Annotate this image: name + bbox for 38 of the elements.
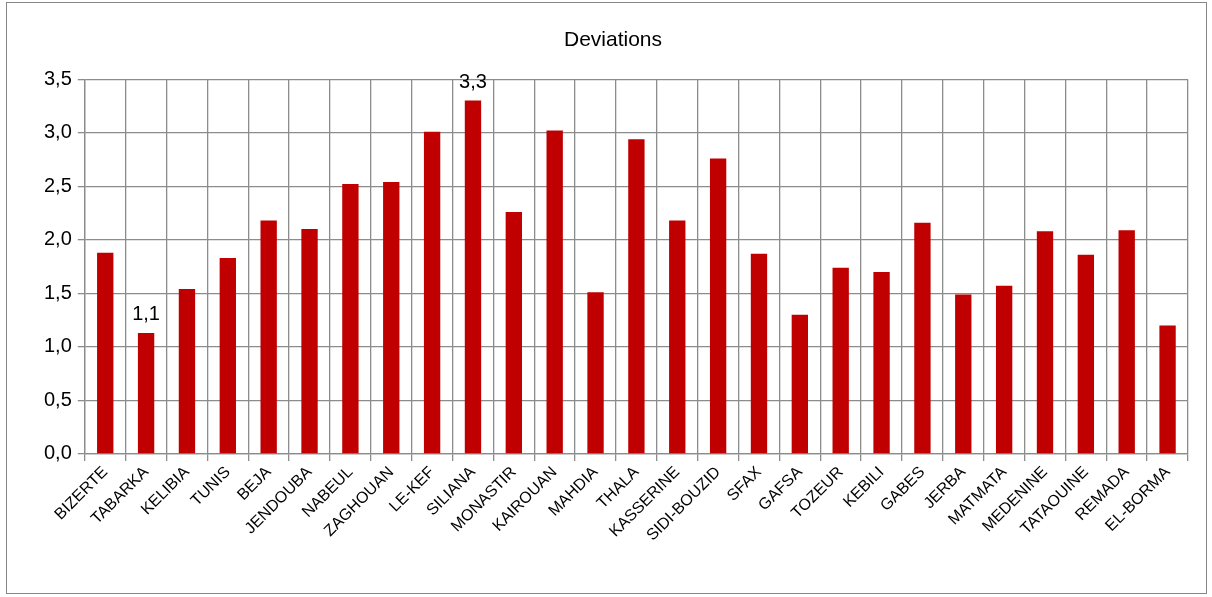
bar <box>914 222 931 454</box>
y-tick-label: 2,0 <box>43 227 72 250</box>
chart-title: Deviations <box>563 27 663 51</box>
bar <box>301 229 318 454</box>
y-tick-label: 1,0 <box>43 334 72 357</box>
y-tick-label: 0,5 <box>43 387 72 410</box>
y-tick-label: 3,0 <box>43 120 72 143</box>
data-label: 1,1 <box>132 302 160 325</box>
bar <box>955 294 972 454</box>
bar <box>97 252 114 454</box>
bar <box>587 292 604 454</box>
bar <box>423 131 441 454</box>
bar <box>219 257 236 454</box>
bar <box>1159 325 1176 454</box>
bar <box>342 184 359 454</box>
bar <box>178 289 196 454</box>
bar <box>137 332 155 454</box>
bar <box>464 100 482 454</box>
y-tick-label: 3,5 <box>43 66 72 89</box>
bar <box>791 314 809 454</box>
bar <box>546 130 563 454</box>
bar <box>873 271 890 454</box>
bar <box>669 220 686 454</box>
bar <box>628 139 645 454</box>
bar <box>1036 231 1054 454</box>
bar <box>832 267 849 454</box>
y-tick-label: 0,0 <box>43 441 72 464</box>
bar <box>505 211 522 454</box>
y-tick-label: 1,5 <box>43 280 72 303</box>
bar <box>260 220 277 454</box>
bar <box>383 181 400 454</box>
bar <box>995 285 1013 454</box>
bar <box>709 158 727 454</box>
bar <box>1077 254 1095 454</box>
bar <box>1118 230 1135 454</box>
bar <box>750 253 768 454</box>
data-label: 3,3 <box>459 70 487 93</box>
y-tick-label: 2,5 <box>43 173 72 196</box>
